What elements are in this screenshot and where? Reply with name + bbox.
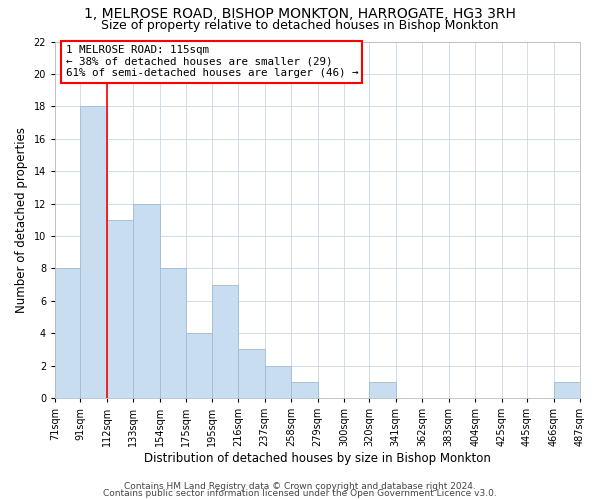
Bar	[80, 106, 107, 398]
Text: Contains public sector information licensed under the Open Government Licence v3: Contains public sector information licen…	[103, 490, 497, 498]
Bar	[238, 350, 265, 398]
Y-axis label: Number of detached properties: Number of detached properties	[15, 127, 28, 313]
Bar	[369, 382, 396, 398]
X-axis label: Distribution of detached houses by size in Bishop Monkton: Distribution of detached houses by size …	[144, 452, 491, 465]
Bar	[291, 382, 317, 398]
Bar	[265, 366, 291, 398]
Text: Size of property relative to detached houses in Bishop Monkton: Size of property relative to detached ho…	[101, 19, 499, 32]
Bar	[187, 333, 212, 398]
Bar	[55, 268, 80, 398]
Text: Contains HM Land Registry data © Crown copyright and database right 2024.: Contains HM Land Registry data © Crown c…	[124, 482, 476, 491]
Text: 1 MELROSE ROAD: 115sqm
← 38% of detached houses are smaller (29)
61% of semi-det: 1 MELROSE ROAD: 115sqm ← 38% of detached…	[65, 45, 358, 78]
Text: 1, MELROSE ROAD, BISHOP MONKTON, HARROGATE, HG3 3RH: 1, MELROSE ROAD, BISHOP MONKTON, HARROGA…	[84, 8, 516, 22]
Bar	[133, 204, 160, 398]
Bar	[212, 284, 238, 398]
Bar	[107, 220, 133, 398]
Bar	[554, 382, 580, 398]
Bar	[160, 268, 187, 398]
